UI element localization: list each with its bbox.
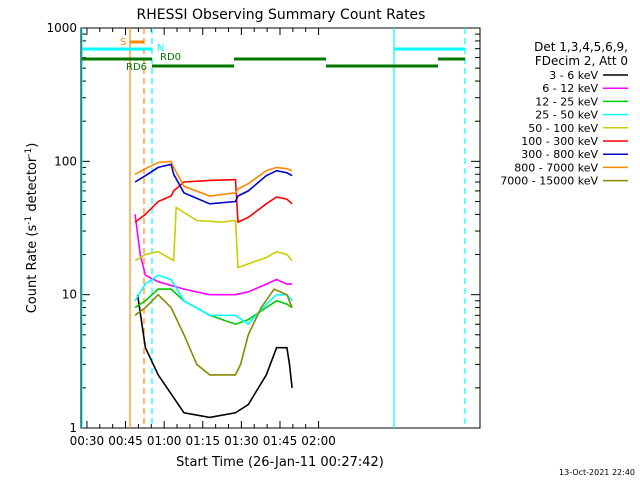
series-line-7 [134,160,293,197]
y-label-mid: detector [25,156,40,216]
x-tick-label: 01:00 [147,434,182,448]
y-tick-label: 1000 [46,21,77,35]
y-axis-label: Count Rate (s-1 detector-1) [24,143,40,314]
saa-label: S [120,37,126,48]
y-label-sup1: -1 [24,216,34,225]
y-label-sup2: -1 [24,148,34,157]
chart-title: RHESSI Observing Summary Count Rates [137,7,426,23]
x-tick-label: 01:45 [263,434,298,448]
series-layer [134,160,293,419]
series-line-8 [134,288,293,376]
legend: Det 1,3,4,5,6,9, FDecim 2, Att 0 3 - 6 k… [500,40,628,188]
series-line-4 [134,206,293,269]
legend-label-3: 25 - 50 keV [535,109,598,122]
y-tick-label: 100 [54,154,77,168]
y-label-end: ) [25,143,40,148]
legend-label-0: 3 - 6 keV [549,69,598,82]
legend-label-5: 100 - 300 keV [521,135,598,148]
x-tick-label: 00:45 [108,434,143,448]
plot-area [80,27,481,429]
legend-label-8: 7000 - 15000 keV [500,175,598,188]
series-line-1 [134,214,293,296]
x-tick-label: 01:30 [224,434,259,448]
timestamp: 13-Oct-2021 22:40 [559,468,635,477]
rd6-label: RD6 [126,62,147,73]
legend-header-line-2: FDecim 2, Att 0 [535,54,628,68]
legend-header-line-1: Det 1,3,4,5,6,9, [534,40,628,54]
series-line-6 [134,163,293,205]
series-line-0 [136,294,293,419]
y-tick-label: 1 [69,421,77,435]
x-axis-label: Start Time (26-Jan-11 00:27:42) [176,455,384,470]
legend-label-4: 50 - 100 keV [528,122,598,135]
axis-ticks: 00:30 00:45 01:00 01:15 01:30 01:45 02:00 1 10 10… [46,21,480,448]
legend-label-7: 800 - 7000 keV [514,161,598,174]
y-tick-label: 10 [62,288,77,302]
series-line-3 [134,274,293,326]
legend-label-6: 300 - 800 keV [521,148,598,161]
x-tick-label: 01:15 [185,434,220,448]
series-line-5 [134,178,293,224]
legend-label-1: 6 - 12 keV [542,82,598,95]
series-line-2 [134,288,293,326]
x-tick-label: 00:30 [70,434,105,448]
night-label: N [157,43,164,54]
rd0-label: RD0 [160,52,181,63]
x-tick-label: 02:00 [301,434,336,448]
y-label-main: Count Rate (s [25,225,40,314]
plot-frame [80,27,481,429]
legend-label-2: 12 - 25 keV [535,95,598,108]
